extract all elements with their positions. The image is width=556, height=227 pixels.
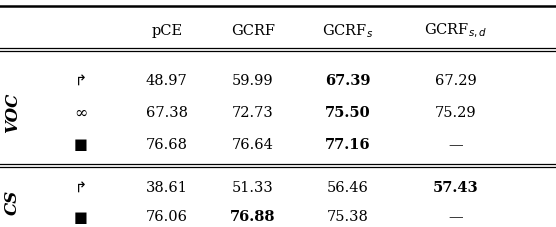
Text: 38.61: 38.61: [146, 180, 188, 194]
Text: 67.29: 67.29: [435, 74, 477, 88]
Text: 75.38: 75.38: [326, 209, 369, 223]
Text: 75.29: 75.29: [435, 105, 476, 119]
Text: 48.97: 48.97: [146, 74, 188, 88]
Text: 76.68: 76.68: [146, 137, 188, 151]
Text: 51.33: 51.33: [232, 180, 274, 194]
Text: ↱: ↱: [75, 180, 87, 195]
Text: ↱: ↱: [75, 73, 87, 88]
Text: 76.88: 76.88: [230, 209, 276, 223]
Text: 59.99: 59.99: [232, 74, 274, 88]
Text: 57.43: 57.43: [433, 180, 479, 194]
Text: pCE: pCE: [151, 24, 182, 38]
Text: 76.06: 76.06: [146, 209, 188, 223]
Text: —: —: [449, 137, 463, 151]
Text: —: —: [449, 209, 463, 223]
Text: VOC: VOC: [4, 92, 21, 133]
Text: CS: CS: [4, 189, 21, 214]
Text: GCRF$_{s,d}$: GCRF$_{s,d}$: [424, 22, 488, 40]
Text: ∞: ∞: [74, 104, 87, 121]
Text: 72.73: 72.73: [232, 105, 274, 119]
Text: 56.46: 56.46: [326, 180, 369, 194]
Text: 67.39: 67.39: [325, 74, 370, 88]
Text: GCRF$_s$: GCRF$_s$: [322, 22, 373, 39]
Text: 76.64: 76.64: [232, 137, 274, 151]
Text: 75.50: 75.50: [325, 105, 370, 119]
Text: GCRF: GCRF: [231, 24, 275, 38]
Text: ■: ■: [74, 137, 87, 152]
Text: 67.38: 67.38: [146, 105, 188, 119]
Text: 77.16: 77.16: [325, 137, 370, 151]
Text: ■: ■: [74, 209, 87, 224]
